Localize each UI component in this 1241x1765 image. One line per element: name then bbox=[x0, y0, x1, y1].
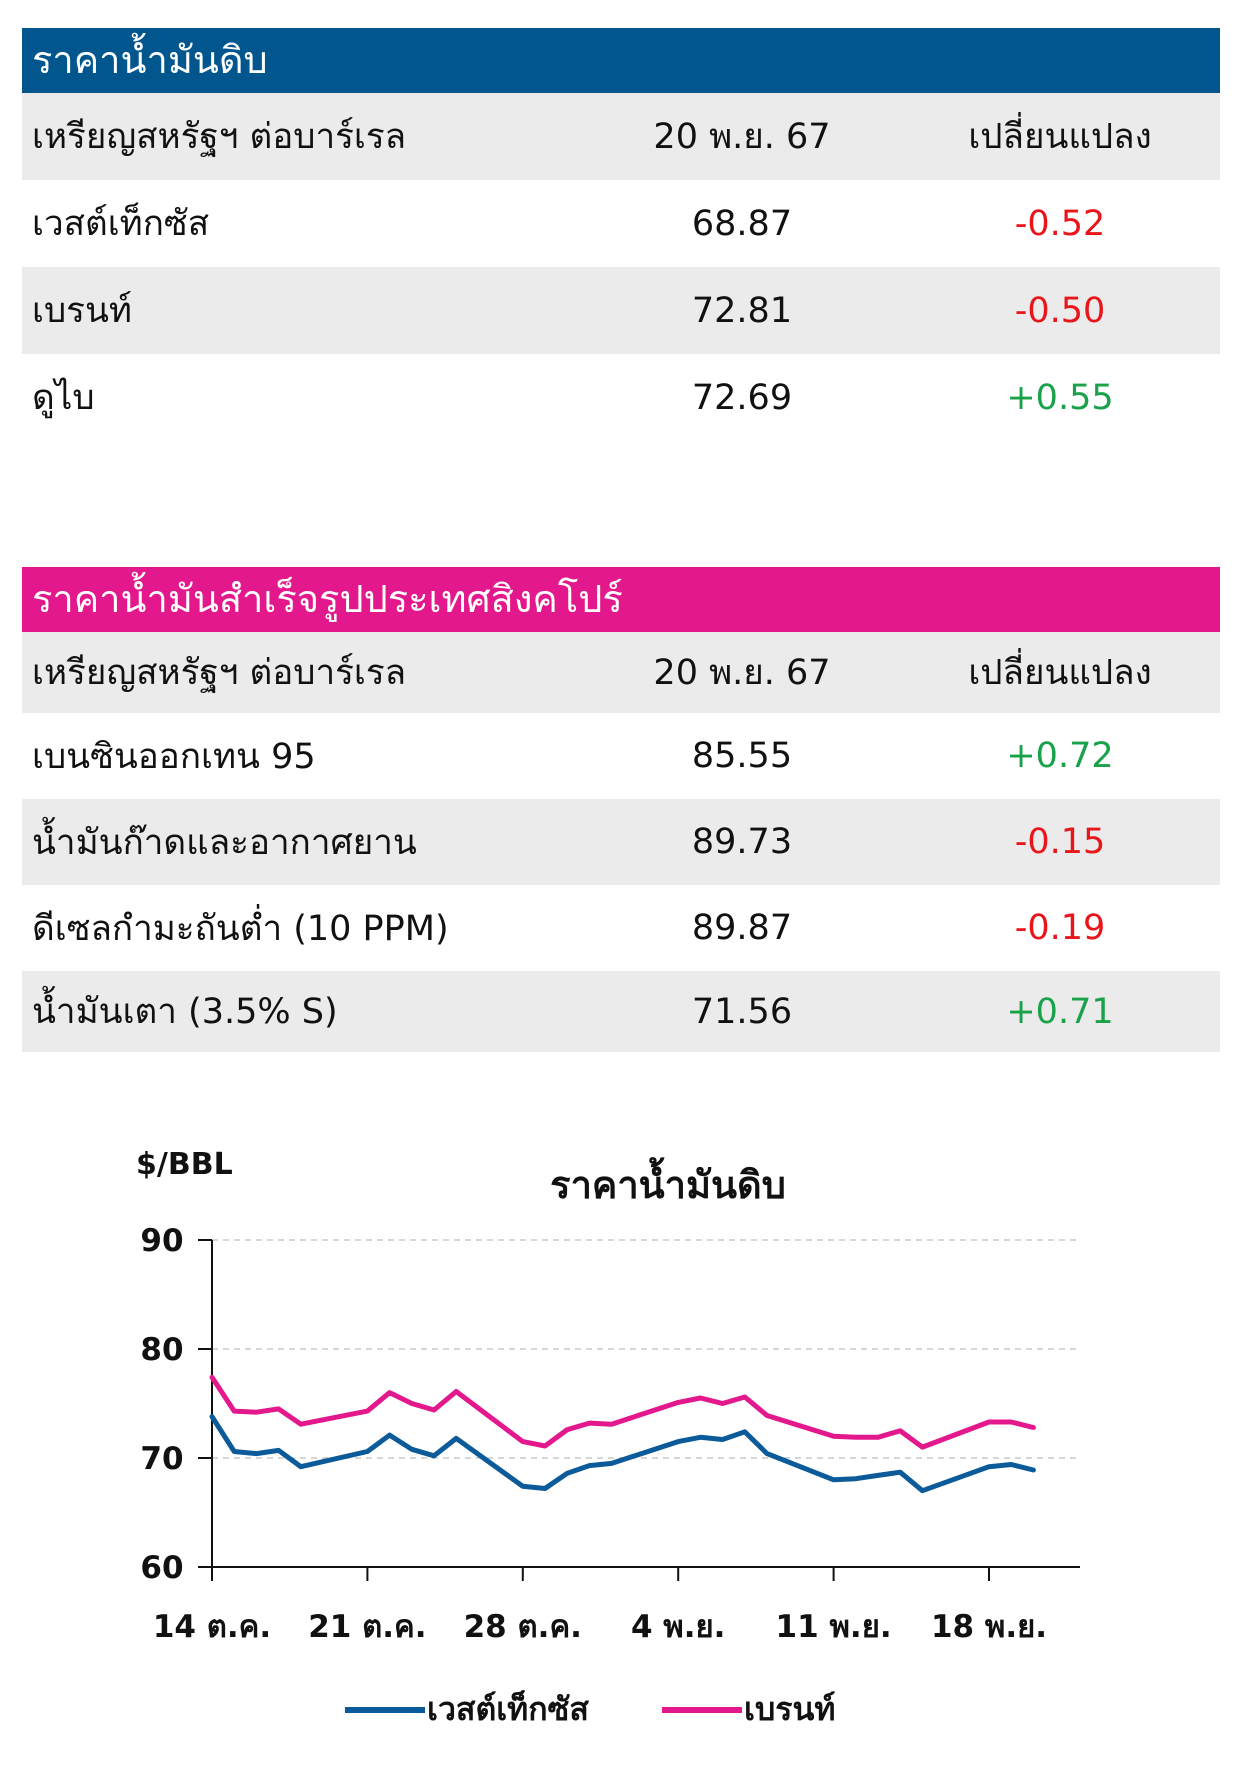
x-tick-label: 11 พ.ย. bbox=[776, 1609, 892, 1645]
y-tick-label: 70 bbox=[140, 1441, 183, 1477]
refined-price-table: ราคาน้ำมันสำเร็จรูปประเทศสิงคโปร์ เหรียญ… bbox=[22, 567, 1220, 1052]
row-price: 72.81 bbox=[691, 290, 793, 331]
row-price: 89.87 bbox=[691, 908, 793, 948]
series-line bbox=[209, 1414, 1036, 1494]
row-change: -0.19 bbox=[1014, 908, 1106, 948]
x-tick-label: 18 พ.ย. bbox=[931, 1609, 1047, 1645]
header-change: เปลี่ยนแปลง bbox=[968, 117, 1152, 157]
refined-table-title: ราคาน้ำมันสำเร็จรูปประเทศสิงคโปร์ bbox=[22, 567, 1220, 632]
crude-table-header: เหรียญสหรัฐฯ ต่อบาร์เรล 20 พ.ย. 67 เปลี่… bbox=[22, 93, 1220, 180]
row-price: 72.69 bbox=[691, 377, 793, 418]
row-change: -0.52 bbox=[1014, 203, 1106, 244]
table-row: น้ำมันเตา (3.5% S) 71.56 +0.71 bbox=[22, 971, 1220, 1052]
header-change: เปลี่ยนแปลง bbox=[968, 653, 1152, 693]
crude-price-chart: ราคาน้ำมันดิบ $/BBL 60 70 80 90 14 ต.ค. 21 ต.ค.… bbox=[136, 1147, 1080, 1728]
x-tick-label: 21 ต.ค. bbox=[308, 1609, 426, 1645]
table-row: ดีเซลกำมะถันต่ำ (10 PPM) 89.87 -0.19 bbox=[22, 885, 1220, 971]
row-name: เบนซินออกเทน 95 bbox=[32, 736, 316, 777]
header-date: 20 พ.ย. 67 bbox=[653, 117, 831, 157]
crude-table-title: ราคาน้ำมันดิบ bbox=[22, 28, 1220, 93]
y-tick-label: 60 bbox=[140, 1550, 183, 1586]
row-name: น้ำมันก๊าดและอากาศยาน bbox=[32, 822, 417, 863]
row-change: -0.15 bbox=[1014, 822, 1106, 862]
row-price: 71.56 bbox=[691, 991, 793, 1032]
table-row: ดูไบ 72.69 +0.55 bbox=[22, 354, 1220, 441]
row-price: 68.87 bbox=[691, 203, 793, 244]
x-tick-label: 4 พ.ย. bbox=[631, 1609, 726, 1645]
header-unit: เหรียญสหรัฐฯ ต่อบาร์เรล bbox=[32, 117, 407, 157]
refined-table-header: เหรียญสหรัฐฯ ต่อบาร์เรล 20 พ.ย. 67 เปลี่… bbox=[22, 632, 1220, 713]
row-name: ดูไบ bbox=[32, 378, 95, 418]
table-row: เวสต์เท็กซัส 68.87 -0.52 bbox=[22, 180, 1220, 267]
header-unit: เหรียญสหรัฐฯ ต่อบาร์เรล bbox=[32, 653, 407, 693]
row-change: +0.55 bbox=[1006, 377, 1114, 418]
row-name: ดีเซลกำมะถันต่ำ (10 PPM) bbox=[32, 908, 449, 949]
table-row: น้ำมันก๊าดและอากาศยาน 89.73 -0.15 bbox=[22, 799, 1220, 885]
table-row: เบรนท์ 72.81 -0.50 bbox=[22, 267, 1220, 354]
chart-title: ราคาน้ำมันดิบ bbox=[550, 1157, 786, 1207]
legend-label: เบรนท์ bbox=[744, 1690, 835, 1728]
x-tick-label: 14 ต.ค. bbox=[153, 1609, 271, 1645]
row-name: เวสต์เท็กซัส bbox=[32, 204, 210, 244]
row-name: น้ำมันเตา (3.5% S) bbox=[32, 992, 338, 1032]
series-line bbox=[209, 1374, 1036, 1450]
legend-label: เวสต์เท็กซัส bbox=[427, 1689, 589, 1728]
crude-price-table: ราคาน้ำมันดิบ เหรียญสหรัฐฯ ต่อบาร์เรล 20… bbox=[22, 28, 1220, 441]
y-axis-unit-label: $/BBL bbox=[136, 1147, 233, 1182]
row-change: +0.72 bbox=[1006, 736, 1114, 776]
y-tick-label: 80 bbox=[140, 1332, 183, 1368]
row-name: เบรนท์ bbox=[32, 291, 132, 331]
x-tick-label: 28 ต.ค. bbox=[464, 1609, 582, 1645]
table-row: เบนซินออกเทน 95 85.55 +0.72 bbox=[22, 713, 1220, 799]
row-change: -0.50 bbox=[1014, 290, 1106, 331]
row-price: 89.73 bbox=[691, 822, 793, 862]
y-tick-label: 90 bbox=[140, 1223, 183, 1259]
header-date: 20 พ.ย. 67 bbox=[653, 653, 831, 693]
row-price: 85.55 bbox=[691, 736, 793, 776]
row-change: +0.71 bbox=[1006, 991, 1114, 1032]
